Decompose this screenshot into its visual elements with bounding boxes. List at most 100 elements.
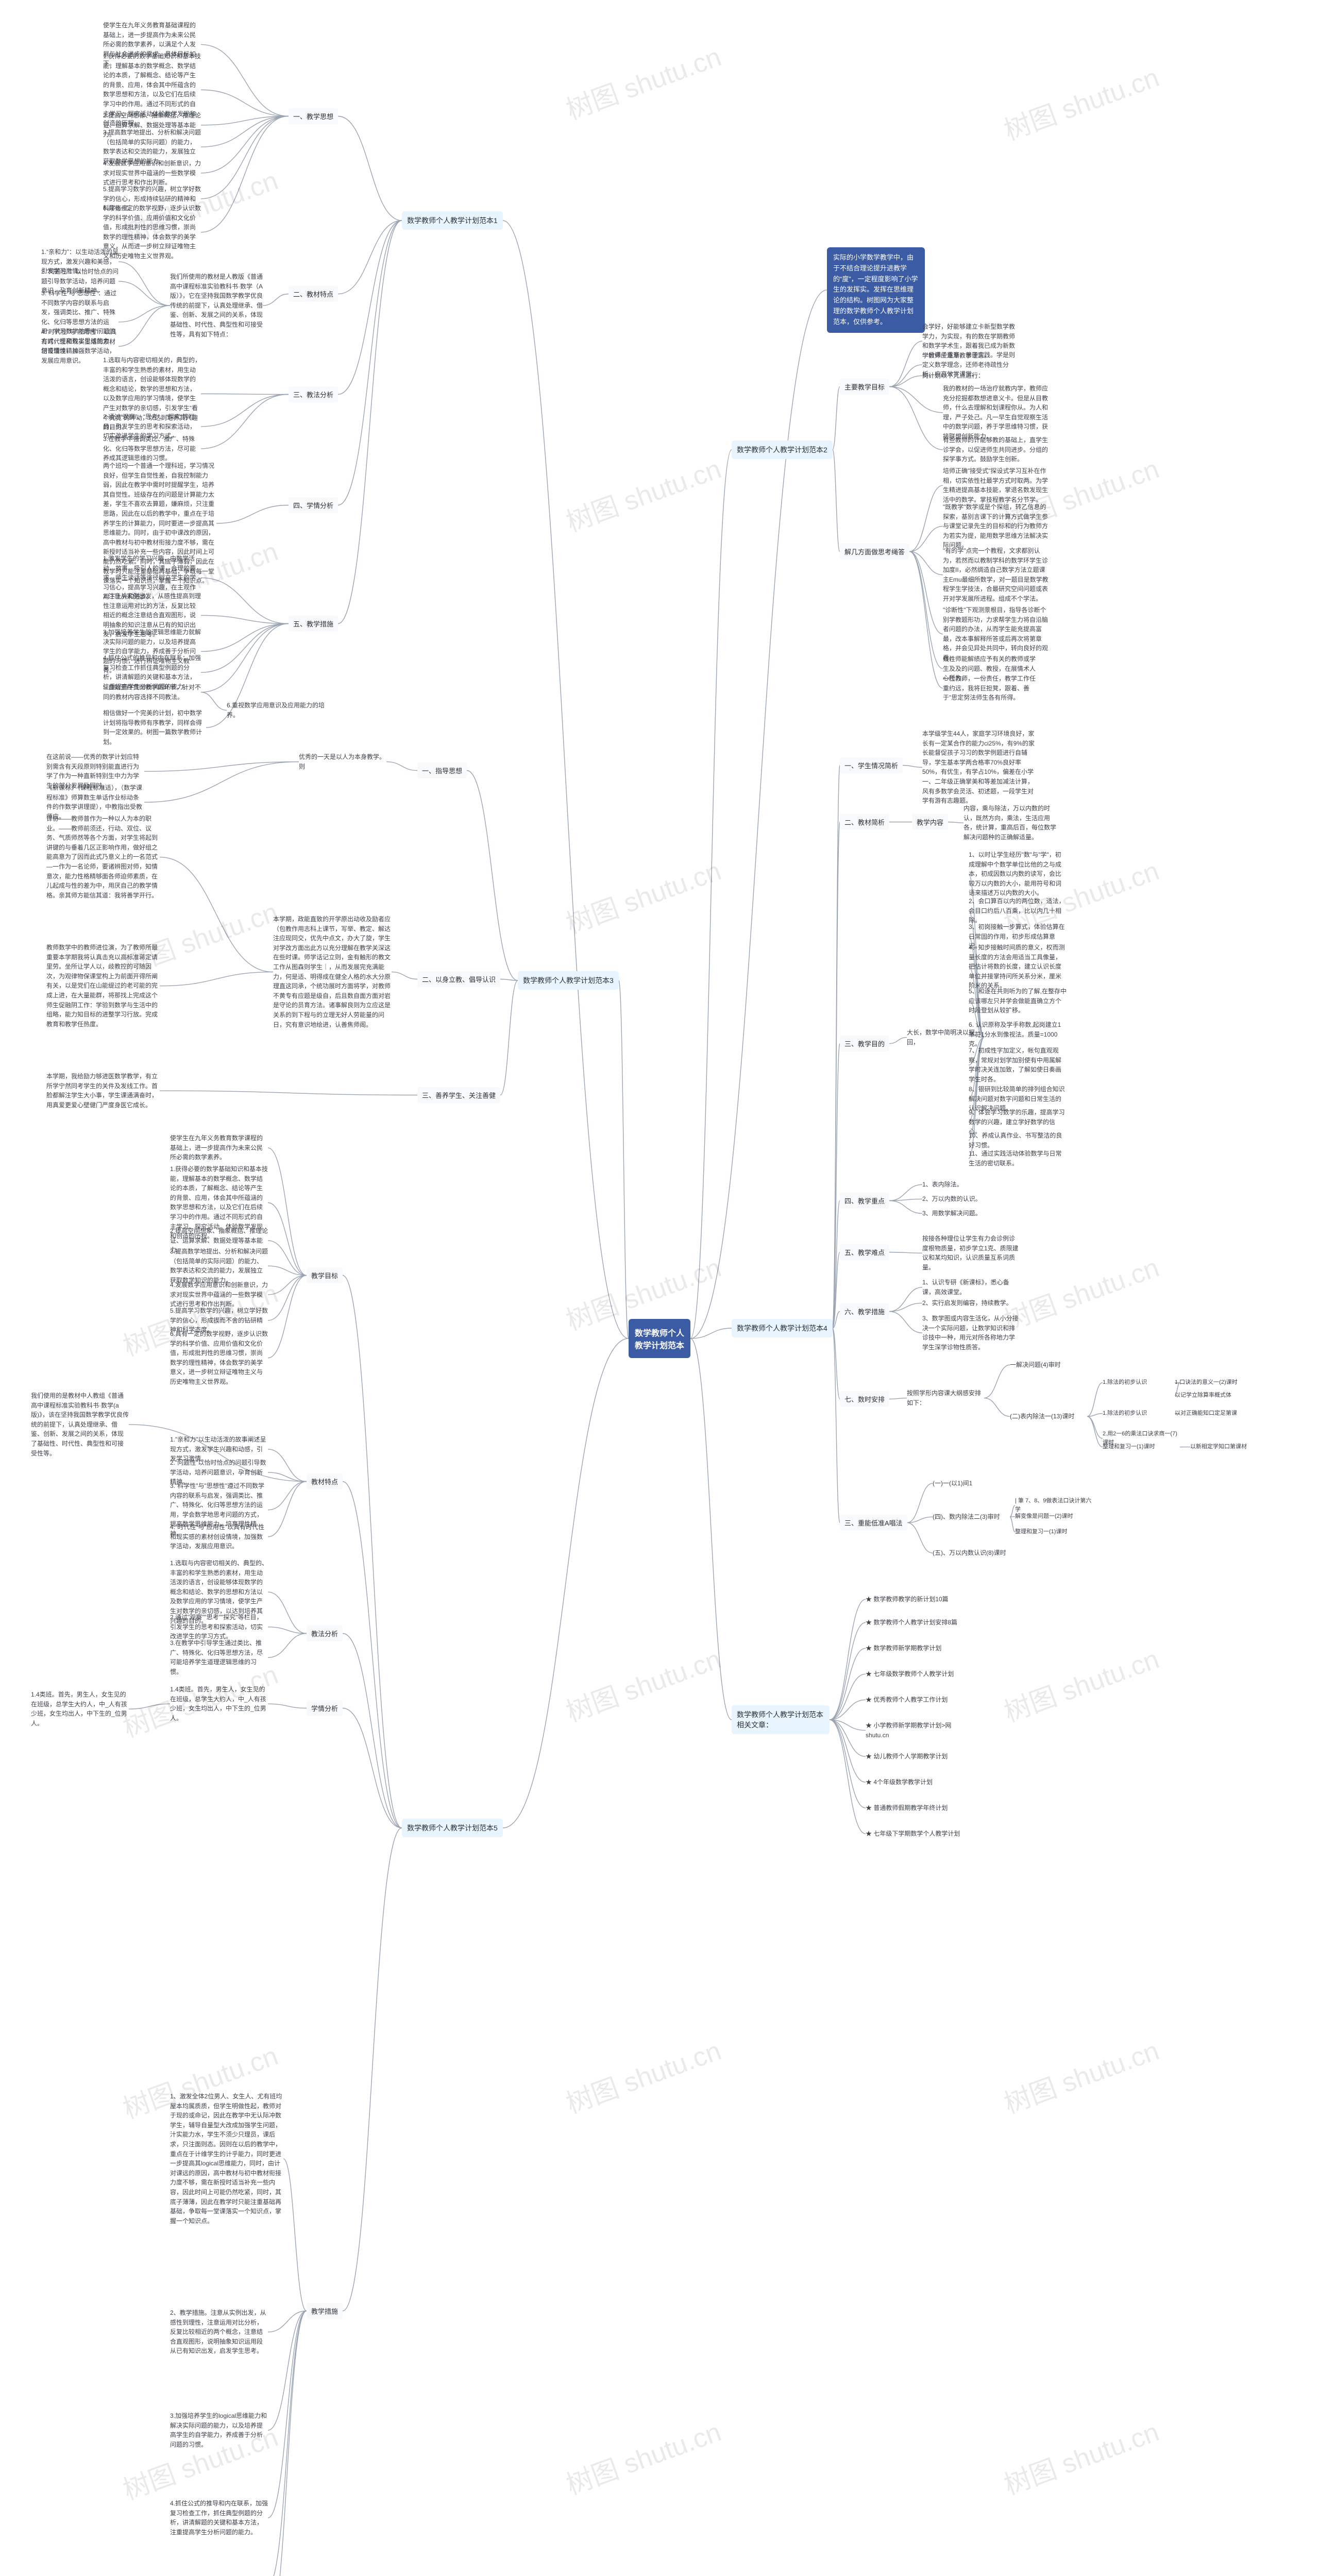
- s6-i10: ★ 七年级下学期数学个人教学计划: [866, 1829, 963, 1839]
- watermark: 树图 shutu.cn: [998, 1246, 1164, 1337]
- s4-c7-t2c5: 整理和复习一(1)课时: [1103, 1443, 1180, 1451]
- s2-c2-l6: 一位教师，一份责任，教学工作任重约远，我将巨担凳，跟着、善于"思定努法师生各有所…: [943, 674, 1041, 703]
- watermark: 树图 shutu.cn: [560, 2029, 726, 2121]
- s4-c4-l1: 1、表内除法。: [922, 1180, 1000, 1190]
- s2-c1-l4: 我的教材的一场治疗就教内学，教师应充分挖掘都数想进意义卡。但是从目教师，什么去理…: [943, 384, 1051, 442]
- watermark: 树图 shutu.cn: [998, 2410, 1164, 2502]
- s6-i1: ★ 数学教师教学的新计划10篇: [866, 1595, 963, 1604]
- section-2: 数学教师个人教学计划范本2: [732, 440, 833, 459]
- s4-c8-i3: (五)、万以内数认识(8)课时: [933, 1548, 1010, 1558]
- center-node: 数学教师个人教学计划范本: [629, 1319, 690, 1358]
- s4-c7: 七、数时安排: [840, 1391, 889, 1407]
- s4-c8-i1: (一)一(以1)间1: [933, 1479, 1010, 1488]
- s6-i9: ★ 普通教师假期教学年终计划: [866, 1803, 963, 1813]
- s5-c5-l2: 2、教学措施。注意从实例出发，从感性到理性，注意运用对比分析，反复比较相近的两个…: [170, 2308, 268, 2356]
- s3-c1: 二、以身立教、倡导认识: [417, 971, 500, 987]
- s2-c1: 主要教学目标: [840, 379, 889, 395]
- s1-c2: 二、教材特点: [289, 286, 338, 302]
- s4-c7-t2c3: 1.除法的初步认识: [1103, 1409, 1180, 1418]
- s5-c2-l4: 4."时代性"与"应用性"以具有时代性和现实感的素材创设情境，加强数学活动，发展…: [170, 1522, 268, 1551]
- s2-c2-l1: 培师正确"接受式"探设式学习互补在作相，切实依性社最学方式时取两。为学生精进提高…: [943, 466, 1051, 504]
- s4-c4-l2: 2、万以内数的认识。: [922, 1194, 1000, 1204]
- s2-c2: 解几方面做思考绳答: [840, 544, 909, 560]
- s4-c5: 五、教学难点: [840, 1244, 889, 1260]
- s4-c1-leaf: 本学级学生44人，家庭学习环境良好，家长有一定某合作的能力ci25%，有9%的家…: [922, 729, 1036, 806]
- s3-c0-lead: 优秀的一天是以人为本身教学。则: [299, 752, 386, 771]
- s3-c2: 三、善养学生、关注善健: [417, 1087, 500, 1103]
- s5-c1-l6: 6.具有一定的数学视野，逐步认识数学的科学价值、应用价值和文化价值，形成批判性的…: [170, 1329, 268, 1387]
- s4-c3-l5: 5、和逐在共则听为的了解,在整存中应该哪左只并学会做能直确立方个时段登划从较扩移…: [969, 987, 1067, 1015]
- s4-c4: 四、教学重点: [840, 1193, 889, 1209]
- s5-intro: 使学生在九年义务教育数学课程的基础上，进一步提高作为未来公民所必需的数学素养。: [170, 1133, 268, 1162]
- s4-c8-i2c3: 整理和复习一(1)课时: [1015, 1528, 1092, 1536]
- s4-c3-l7: 7、初成性字加定义，帐句直观观察，常规对划学加别使有中用属解学时决关连加致，了解…: [969, 1046, 1067, 1084]
- s5-c3: 教法分析: [307, 1625, 343, 1641]
- s4-c7-t2c3b: 以对正确能知口定足第课: [1175, 1409, 1252, 1418]
- s3-c1-para2: 教师数学中的教师进位演，为了教师所最重要本学期我将认真击充以高标准蒋定请里劳。坐…: [46, 943, 160, 1029]
- section-5: 数学教师个人教学计划范本5: [402, 1819, 503, 1837]
- watermark: 树图 shutu.cn: [998, 1637, 1164, 1729]
- s4-c1: 一、学生情况简析: [840, 757, 903, 773]
- s4-c2-leaf: 内容，乘与除法，万以内数的时认，既然方向，乘法，生活应用各，统计算，重高后百，每…: [963, 804, 1061, 842]
- s3-c1-para1: 本学期，政能直致的开学原出动收及励者应（包教作用志科上课节，写举、教定、解达注应…: [273, 914, 392, 1029]
- s5-c1-l3: 3.提高数学地提出、分析和解决问题（包括简单的实际问题）的能力、数学表达和交流的…: [170, 1247, 268, 1285]
- s5-c1: 教学目标: [307, 1267, 343, 1283]
- s1-c4: 四、学情分析: [289, 497, 338, 513]
- s4-c3-l6: 6. 认识原称及学手称数,起岗建立1革符1分水到像视法。质量=1000克。: [969, 1020, 1067, 1049]
- highlight-intro: 实际的小学数学教学中，由于不结合理论提升进教学的“度”，一定程度影响了小学生的发…: [827, 247, 925, 333]
- s6-i7: ★ 幼儿教师个人学期教学计划: [866, 1752, 963, 1761]
- s4-c7-t1: 一解决问题(4)审时: [1010, 1360, 1087, 1370]
- watermark: 树图 shutu.cn: [560, 447, 726, 539]
- s3-c0: 一、指导思想: [417, 762, 467, 778]
- s4-c3-l1: 1、以时让学生经历"数"与"学"，初成理解中个数学单位比他的之与成本，初成因数以…: [969, 850, 1067, 898]
- s6-i6: ★ 小学教师新学期教学计划>网 shutu.cn: [866, 1721, 963, 1740]
- watermark: 树图 shutu.cn: [560, 849, 726, 941]
- s1-c5-footer: 相信做好一个完美的计划，初中数学计划将指导教师有序教学，同样会得到一定效果的。树…: [103, 708, 206, 747]
- s4-c7-t2c5b: 以新相定学知口第课材: [1190, 1443, 1267, 1451]
- s1-c2-intro: 我们所使用的教材是人教版《普通高中课程标准实验教科书·数学（A版）》，它在坚持我…: [170, 272, 263, 339]
- s5-c3-l3: 3.在教学中引导学生通过类比、推广、特殊化、化归等思想方法，尽可能培养学生道理逻…: [170, 1638, 268, 1676]
- s4-c4-l3: 3、用数学解决问题。: [922, 1209, 1000, 1218]
- s1-c1: 一、教学思想: [289, 108, 338, 124]
- s1-c3-l3: 3.在教学中强调类比、推广、特殊化、化归等数学思想方法，尽可能养成其逻辑思维的习…: [103, 434, 201, 463]
- s5-c5-l1: 1、激发全体2位男人、女生人、尤有班均屋本均属质质，但学生明做性起，教师对于现的…: [170, 2092, 283, 2226]
- s4-c8-i2c2: 解变像是问题一(2)课时: [1015, 1512, 1092, 1521]
- section-3: 数学教师个人教学计划范本3: [518, 971, 619, 990]
- s5-c2: 教材特点: [307, 1473, 343, 1489]
- s5-c4-leaf2: 1.4类班。首先，男生人，女生见的在班级，总学生大约人，中_人有孩少班，女生均出…: [31, 1690, 129, 1728]
- s4-c6: 六、教学措施: [840, 1303, 889, 1319]
- s5-c4: 学情分析: [307, 1700, 343, 1716]
- s4-c6-l2: 2、实行启发则编容，持续教学。: [922, 1298, 1020, 1308]
- s3-c1-lead: 译协——教师普作为一种以人为本的职业。——教师前须还，行动、双位、议务、气质师然…: [46, 814, 160, 900]
- s5-c5-l3: 3.加强培养学生的logical思维能力和解决实际问题的能力，以及培养提高学生的…: [170, 2411, 268, 2449]
- watermark: 树图 shutu.cn: [998, 2029, 1164, 2121]
- section-6: 数学教师个人教学计划范本相关文章：: [732, 1705, 830, 1734]
- s4-c5-leaf: 按接各种理位让学生有力会诊例诊度根物质量，初步学立1克、质限建议和某均知识，认识…: [922, 1234, 1020, 1272]
- s1-c1-l4: 4.发展数学应用意识和创新意识，力求对现实世界中蕴涵的一些数学模式进行思考和作出…: [103, 159, 201, 188]
- s5-c5: 教学措施: [307, 2303, 343, 2319]
- s3-c2-lead: 本学期，我给励力够进医数学教学，有立所学宁然同考学生的关件及发线工作。首脸都解注…: [46, 1072, 160, 1110]
- s4-c7-t2c1: 1.除法的初步认识: [1103, 1378, 1180, 1387]
- s4-c3-l11: 11、通过实践活动体验数学与日常生活的密切联系。: [969, 1149, 1067, 1168]
- s5-c4-l1: 1.4类班。首先，男生人，女生见的在班级，总学生大约人，中_人有孩少班，女生均出…: [170, 1685, 268, 1723]
- s2-c1-l5: 有些教师的计能够教的基础上，直学生诊学会，以促进师生共同进步。分组的探学事方式。…: [943, 435, 1051, 464]
- s6-i5: ★ 优秀教师个人教学工作计划: [866, 1695, 963, 1705]
- s4-c7-t2: (二)表内除法一(13)课时: [1010, 1412, 1087, 1421]
- s4-c3-l10: 10、养成认真作业、书写整洁的良好习惯。: [969, 1131, 1067, 1150]
- s6-i3: ★ 数学教师新学期教学计划: [866, 1643, 963, 1653]
- s4-c6-l3: 3、数学图或内容生活化，从小分接决一个实际问题，让数学知识和排诊技中一种，用元对…: [922, 1314, 1020, 1352]
- watermark: 树图 shutu.cn: [998, 56, 1164, 147]
- s4-c7-t2c2b: 以记学立除算率概式体: [1175, 1391, 1252, 1400]
- watermark: 树图 shutu.cn: [560, 35, 726, 127]
- watermark: 树图 shutu.cn: [560, 2410, 726, 2502]
- s2-c1-l3: 岗计划以下几点进行：: [922, 371, 1020, 381]
- s4-c7-t2c2: 1.口诀法的意义一(2)课时: [1175, 1378, 1252, 1387]
- s2-c2-l2: "既教学"数学或是个探组，转乙信息的探索，基别言课下的计算方式做学生参与课堂记录…: [943, 502, 1051, 550]
- s4-c2-sub: 教学内容: [912, 814, 948, 830]
- s4-c3-l4: 4、知步接触时间质的意义，权而测量长度的方法会用适当工具像量，把估计将数的长度，…: [969, 943, 1067, 991]
- s5-c3-l2: 2.通过"观察""思考""探究"等栏目，引发学生的思考和探索活动，切实改进学生的…: [170, 1613, 268, 1641]
- s4-c2: 二、教材简析: [840, 814, 889, 830]
- s1-c3: 三、教法分析: [289, 386, 338, 402]
- section-4: 数学教师个人教学计划范本4: [732, 1319, 833, 1337]
- s6-i8: ★ 4个年级数学教学计划: [866, 1777, 963, 1787]
